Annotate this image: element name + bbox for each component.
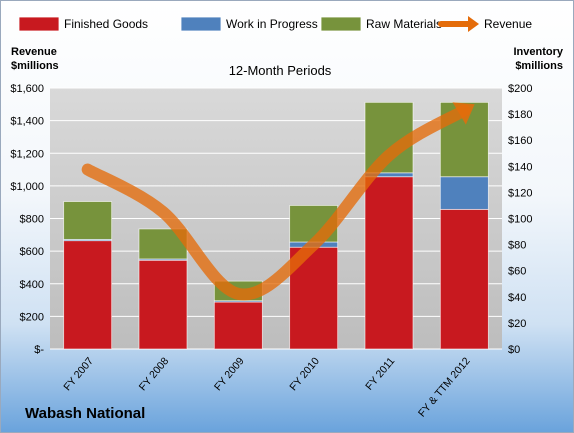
legend-raw-materials-label: Raw Materials bbox=[366, 17, 442, 31]
left-tick-label: $1,000 bbox=[10, 181, 44, 193]
right-tick-label: $160 bbox=[508, 135, 532, 147]
right-tick-label: $80 bbox=[508, 240, 526, 252]
legend-finished-goods-swatch bbox=[18, 16, 60, 32]
left-tick-label: $800 bbox=[20, 214, 44, 226]
right-axis-title-line-2: $millions bbox=[515, 60, 563, 72]
left-tick-label: $1,600 bbox=[10, 83, 44, 95]
finished-goods-bar bbox=[439, 208, 489, 350]
right-tick-label: $120 bbox=[508, 187, 532, 199]
finished-goods-bar bbox=[63, 240, 113, 350]
category-label: FY 2009 bbox=[212, 355, 247, 393]
left-axis-title: Revenue $millions bbox=[11, 45, 59, 73]
right-tick-label: $60 bbox=[508, 266, 526, 278]
category-label: FY & TTM 2012 bbox=[416, 355, 473, 419]
right-tick-label: $200 bbox=[508, 83, 532, 95]
category-label: FY 2011 bbox=[363, 355, 397, 393]
left-tick-label: $200 bbox=[20, 311, 44, 323]
legend-work-in-progress-label: Work in Progress bbox=[226, 17, 318, 31]
chart-title: 12-Month Periods bbox=[229, 63, 332, 78]
left-tick-label: $400 bbox=[20, 279, 44, 291]
legend-revenue-arrowhead bbox=[468, 16, 479, 32]
legend-revenue-label: Revenue bbox=[484, 17, 532, 31]
legend-work-in-progress-swatch bbox=[180, 16, 222, 32]
left-tick-label: $1,400 bbox=[10, 116, 44, 128]
legend-finished-goods-label: Finished Goods bbox=[64, 17, 148, 31]
right-tick-label: $100 bbox=[508, 214, 532, 226]
category-label: FY 2007 bbox=[61, 355, 96, 393]
left-tick-label: $600 bbox=[20, 246, 44, 258]
finished-goods-bar bbox=[364, 176, 414, 350]
left-tick-label: $- bbox=[34, 344, 44, 356]
category-label: FY 2008 bbox=[137, 355, 172, 393]
left-tick-label: $1,200 bbox=[10, 148, 44, 160]
left-axis-title-line-1: Revenue bbox=[11, 46, 57, 58]
right-tick-label: $20 bbox=[508, 318, 526, 330]
right-tick-label: $40 bbox=[508, 292, 526, 304]
category-label: FY 2010 bbox=[287, 355, 322, 393]
finished-goods-bar bbox=[213, 301, 263, 350]
right-axis-title-line-1: Inventory bbox=[513, 46, 563, 58]
company-name: Wabash National bbox=[25, 405, 146, 422]
raw-materials-bar bbox=[63, 201, 113, 240]
finished-goods-bar bbox=[138, 259, 188, 350]
legend-raw-materials-swatch bbox=[320, 16, 362, 32]
right-tick-label: $140 bbox=[508, 161, 532, 173]
left-axis-title-line-2: $millions bbox=[11, 60, 59, 72]
work-in-progress-bar bbox=[439, 176, 489, 210]
right-tick-label: $180 bbox=[508, 109, 532, 121]
right-axis-title: Inventory $millions bbox=[513, 45, 563, 73]
revenue-line bbox=[81, 104, 471, 301]
revenue-arrowhead bbox=[452, 102, 475, 125]
right-tick-label: $0 bbox=[508, 344, 520, 356]
